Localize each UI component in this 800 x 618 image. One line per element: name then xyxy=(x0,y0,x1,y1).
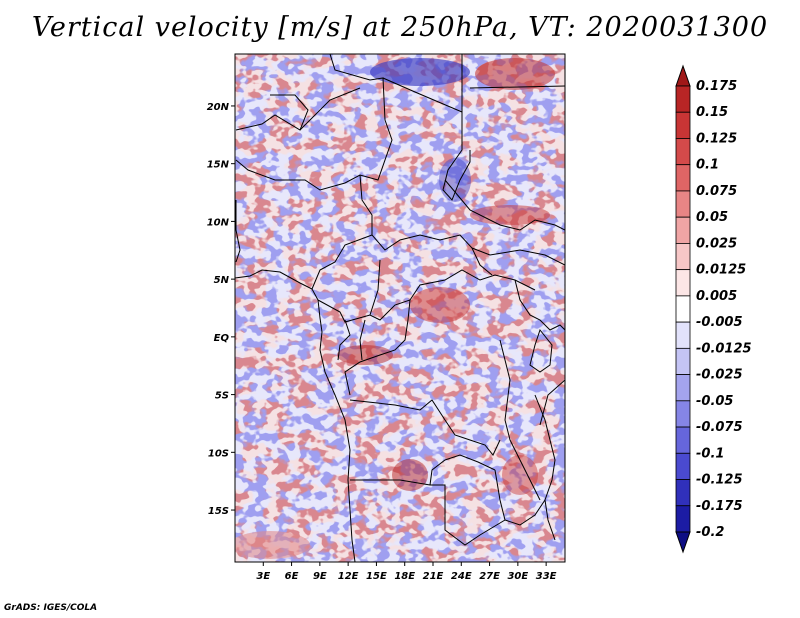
colorbar-segment xyxy=(675,216,691,244)
strong-ascent-patch xyxy=(337,345,393,365)
lat-tick-label: 15N xyxy=(207,160,230,171)
colorbar-segment xyxy=(675,295,691,323)
lon-tick-label: 30E xyxy=(507,571,528,582)
colorbar-label: -0.05 xyxy=(696,394,733,409)
ascent-patch xyxy=(235,531,310,559)
colorbar-segment xyxy=(675,164,691,192)
colorbar-label: 0.15 xyxy=(696,105,728,120)
colorbar-segment xyxy=(675,321,691,349)
lat-tick-label: 5N xyxy=(214,275,230,286)
strong-ascent-patch xyxy=(392,459,428,491)
colorbar-segment xyxy=(675,426,691,454)
colorbar-label: -0.175 xyxy=(696,499,743,514)
colorbar-label: 0.125 xyxy=(696,131,737,146)
lon-tick-label: 3E xyxy=(256,571,270,582)
colorbar-label: -0.0125 xyxy=(696,341,752,356)
strong-descent-patch xyxy=(439,158,471,202)
lon-tick-label: 6E xyxy=(285,571,299,582)
colorbar-label: -0.025 xyxy=(696,368,743,383)
lon-tick-label: 18E xyxy=(394,571,415,582)
colorbar-segment xyxy=(675,505,691,533)
colorbar-bottom-arrow xyxy=(675,531,691,554)
lon-tick-label: 9E xyxy=(313,571,327,582)
strong-ascent-patch xyxy=(410,287,470,323)
strong-ascent-patch xyxy=(470,205,550,225)
colorbar-segment xyxy=(675,190,691,218)
colorbar-top-arrow xyxy=(675,64,691,87)
strong-descent-patch xyxy=(370,58,470,86)
map-frame xyxy=(234,53,566,563)
colorbar-segment xyxy=(675,452,691,480)
lat-tick-label: 10N xyxy=(207,217,230,228)
colorbar-segment xyxy=(675,400,691,428)
colorbar-label: 0.05 xyxy=(696,210,728,225)
lon-tick-label: 33E xyxy=(536,571,557,582)
colorbar-label: 0.1 xyxy=(696,158,719,173)
strong-ascent-patch xyxy=(502,455,538,495)
country-borders xyxy=(235,54,565,562)
vertical-velocity-field xyxy=(235,54,565,562)
colorbar-segment xyxy=(675,85,691,113)
colorbar-label: 0.005 xyxy=(696,289,737,304)
lat-tick-label: 5S xyxy=(215,391,229,402)
footer-credit: GrADS: IGES/COLA xyxy=(4,603,98,613)
colorbar-segment xyxy=(675,111,691,139)
lon-tick-label: 15E xyxy=(366,571,387,582)
colorbar-label: -0.2 xyxy=(696,525,724,540)
strong-ascent-patch xyxy=(475,58,555,90)
lat-tick-label: EQ xyxy=(214,333,230,344)
lon-tick-label: 12E xyxy=(338,571,359,582)
colorbar-segment xyxy=(675,243,691,271)
colorbar-segment xyxy=(675,479,691,507)
lon-tick-label: 21E xyxy=(423,571,444,582)
colorbar-segment xyxy=(675,347,691,375)
colorbar-label: 0.025 xyxy=(696,236,737,251)
colorbar-label: 0.175 xyxy=(696,79,737,94)
lat-tick-label: 10S xyxy=(208,448,229,459)
colorbar-segment xyxy=(675,138,691,166)
lat-tick-label: 20N xyxy=(207,102,230,113)
lon-tick-label: 24E xyxy=(451,571,472,582)
colorbar-segment xyxy=(675,374,691,402)
plot-title: Vertical velocity [m/s] at 250hPa, VT: 2… xyxy=(31,12,769,43)
lat-tick-label: 15S xyxy=(208,506,229,517)
colorbar-label: -0.125 xyxy=(696,473,743,488)
colorbar-label: 0.0125 xyxy=(696,263,746,278)
colorbar-label: -0.075 xyxy=(696,420,743,435)
lon-tick-label: 27E xyxy=(479,571,500,582)
colorbar-label: 0.075 xyxy=(696,184,737,199)
colorbar-label: -0.1 xyxy=(696,446,724,461)
colorbar-segment xyxy=(675,269,691,297)
colorbar-label: -0.005 xyxy=(696,315,743,330)
